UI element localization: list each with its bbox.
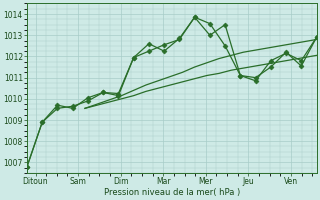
X-axis label: Pression niveau de la mer( hPa ): Pression niveau de la mer( hPa ) (104, 188, 240, 197)
